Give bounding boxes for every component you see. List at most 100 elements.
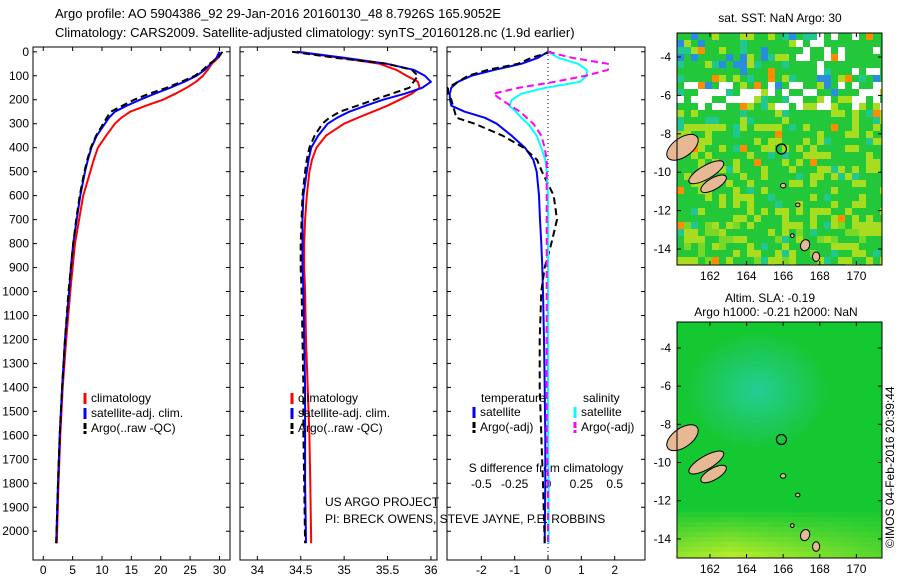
heatmap-cell — [740, 61, 747, 68]
heatmap-cell — [747, 327, 752, 332]
heatmap-cell — [692, 412, 697, 417]
heatmap-cell — [802, 367, 807, 372]
heatmap-cell — [837, 542, 842, 547]
heatmap-cell — [768, 75, 775, 82]
heatmap-cell — [732, 497, 737, 502]
y-tick-label: 900 — [9, 261, 29, 275]
heatmap-cell — [702, 427, 707, 432]
heatmap-cell — [857, 387, 862, 392]
heatmap-cell — [761, 201, 768, 208]
heatmap-cell — [677, 327, 682, 332]
heatmap-cell — [692, 347, 697, 352]
heatmap-cell — [852, 452, 857, 457]
heatmap-cell — [747, 377, 752, 382]
heatmap-cell — [742, 397, 747, 402]
heatmap-cell — [761, 208, 768, 215]
heatmap-cell — [697, 337, 702, 342]
heatmap-cell — [847, 432, 852, 437]
heatmap-cell — [817, 537, 822, 542]
heatmap-cell — [880, 40, 882, 47]
heatmap-cell — [712, 68, 719, 75]
heatmap-cell — [812, 402, 817, 407]
heatmap-cell — [677, 131, 684, 138]
heatmap-cell — [872, 507, 877, 512]
heatmap-cell — [697, 527, 702, 532]
heatmap-cell — [824, 243, 831, 250]
heatmap-cell — [792, 422, 797, 427]
heatmap-cell — [698, 222, 705, 229]
heatmap-cell — [712, 89, 719, 96]
heatmap-cell — [792, 437, 797, 442]
heatmap-cell — [775, 229, 782, 236]
heatmap-cell — [817, 82, 824, 89]
heatmap-cell — [787, 367, 792, 372]
legend-header: salinity — [583, 391, 620, 405]
heatmap-cell — [712, 243, 719, 250]
heatmap-cell — [852, 447, 857, 452]
heatmap-cell — [705, 229, 712, 236]
heatmap-cell — [812, 477, 817, 482]
heatmap-cell — [827, 357, 832, 362]
heatmap-cell — [719, 229, 726, 236]
heatmap-cell — [757, 547, 762, 552]
heatmap-cell — [807, 422, 812, 427]
heatmap-cell — [747, 250, 754, 257]
heatmap-cell — [838, 54, 845, 61]
heatmap-cell — [777, 542, 782, 547]
heatmap-cell — [866, 201, 873, 208]
heatmap-cell — [845, 68, 852, 75]
heatmap-cell — [877, 532, 882, 537]
heatmap-cell — [742, 362, 747, 367]
heatmap-cell — [747, 447, 752, 452]
heatmap-cell — [832, 457, 837, 462]
heatmap-cell — [782, 492, 787, 497]
heatmap-cell — [707, 377, 712, 382]
heatmap-cell — [757, 367, 762, 372]
heatmap-cell — [682, 527, 687, 532]
heatmap-cell — [872, 492, 877, 497]
heatmap-cell — [877, 357, 882, 362]
heatmap-cell — [797, 337, 802, 342]
heatmap-cell — [761, 82, 768, 89]
heatmap-cell — [722, 502, 727, 507]
heatmap-cell — [796, 68, 803, 75]
heatmap-cell — [862, 442, 867, 447]
heatmap-cell — [747, 522, 752, 527]
heatmap-cell — [747, 54, 754, 61]
heatmap-cell — [732, 472, 737, 477]
heatmap-cell — [772, 337, 777, 342]
heatmap-cell — [782, 250, 789, 257]
heatmap-cell — [712, 517, 717, 522]
heatmap-cell — [852, 422, 857, 427]
heatmap-cell — [862, 332, 867, 337]
heatmap-cell — [842, 502, 847, 507]
heatmap-cell — [698, 96, 705, 103]
heatmap-cell — [837, 412, 842, 417]
heatmap-cell — [877, 377, 882, 382]
heatmap-cell — [726, 117, 733, 124]
heatmap-cell — [737, 382, 742, 387]
heatmap-cell — [777, 437, 782, 442]
heatmap-cell — [803, 145, 810, 152]
heatmap-cell — [782, 236, 789, 243]
heatmap-cell — [692, 392, 697, 397]
heatmap-cell — [677, 457, 682, 462]
heatmap-cell — [797, 427, 802, 432]
heatmap-cell — [824, 152, 831, 159]
heatmap-cell — [722, 447, 727, 452]
heatmap-cell — [857, 527, 862, 532]
heatmap-cell — [859, 257, 866, 264]
heatmap-cell — [737, 552, 742, 557]
heatmap-cell — [817, 352, 822, 357]
heatmap-cell — [762, 327, 767, 332]
heatmap-cell — [842, 512, 847, 517]
heatmap-cell — [817, 173, 824, 180]
heatmap-cell — [782, 412, 787, 417]
heatmap-cell — [702, 442, 707, 447]
heatmap-cell — [747, 497, 752, 502]
heatmap-cell — [782, 437, 787, 442]
heatmap-cell — [727, 457, 732, 462]
heatmap-cell — [866, 152, 873, 159]
heatmap-cell — [726, 187, 733, 194]
heatmap-cell — [867, 517, 872, 522]
